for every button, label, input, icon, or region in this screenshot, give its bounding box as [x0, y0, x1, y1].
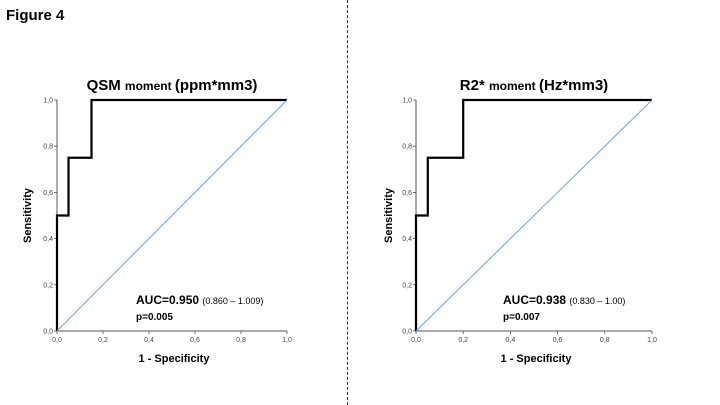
- title-main-text: QSM: [87, 77, 125, 94]
- panel-divider: [347, 0, 348, 405]
- y-tick-label: 1,0: [43, 98, 53, 105]
- y-tick-label: 0,8: [43, 144, 53, 151]
- title-suffix-text: (Hz*mm3): [539, 77, 608, 94]
- reference-diagonal: [415, 99, 653, 332]
- x-axis-title: 1 - Specificity: [501, 353, 573, 365]
- y-tick-label: 0,6: [402, 190, 412, 197]
- x-tick-label: 0,6: [190, 337, 200, 344]
- auc-confidence-interval: (0.830 – 1.00): [569, 296, 625, 306]
- y-tick-label: 0,0: [43, 329, 53, 336]
- chart-title: R2* moment (Hz*mm3): [460, 77, 608, 94]
- roc-chart-r2star: R2* moment (Hz*mm3) 0,0 0,2 0,4 0,6 0,8 1,0 0,0…: [383, 77, 657, 365]
- auc-annotation: AUC=0.938 (0.830 – 1.00): [503, 293, 625, 307]
- auc-value: AUC=0.950: [136, 293, 202, 307]
- x-tick-label: 0,0: [52, 337, 62, 344]
- title-small-text: moment: [489, 79, 539, 93]
- auc-value: AUC=0.938: [503, 293, 569, 307]
- chart-title: QSM moment (ppm*mm3): [87, 77, 258, 94]
- p-value: p=0.005: [136, 312, 173, 323]
- title-suffix-text: (ppm*mm3): [175, 77, 258, 94]
- x-axis-title: 1 - Specificity: [139, 353, 211, 365]
- y-tick-label: 0,4: [402, 236, 412, 243]
- figure-label: Figure 4: [6, 7, 65, 24]
- title-main-text: R2*: [460, 77, 489, 94]
- y-tick-label: 0,2: [43, 282, 53, 289]
- x-tick-label: 0,2: [458, 337, 468, 344]
- p-value: p=0.007: [503, 312, 540, 323]
- auc-annotation: AUC=0.950 (0.860 – 1.009): [136, 293, 263, 307]
- x-tick-label: 0,2: [98, 337, 108, 344]
- y-tick-label: 0,0: [402, 329, 412, 336]
- x-tick-label: 0,4: [144, 337, 154, 344]
- y-tick-label: 0,2: [402, 282, 412, 289]
- title-small-text: moment: [125, 79, 175, 93]
- y-axis-title: Sensitivity: [22, 187, 34, 243]
- x-tick-label: 0,0: [411, 337, 421, 344]
- y-axis-title: Sensitivity: [383, 187, 395, 243]
- y-tick-label: 0,6: [43, 190, 53, 197]
- roc-curve: [55, 98, 287, 331]
- y-tick-label: 1,0: [402, 98, 412, 105]
- reference-diagonal: [56, 99, 288, 332]
- x-tick-label: 1,0: [647, 337, 657, 344]
- y-tick-label: 0,8: [402, 144, 412, 151]
- roc-curve: [414, 98, 652, 331]
- x-tick-label: 0,4: [506, 337, 516, 344]
- roc-chart-qsm: QSM moment (ppm*mm3) 0,0 0,2 0,4 0,6 0,8 1,0 0,…: [22, 77, 292, 365]
- x-tick-label: 0,8: [600, 337, 610, 344]
- x-tick-label: 0,6: [553, 337, 563, 344]
- x-tick-label: 0,8: [236, 337, 246, 344]
- x-tick-label: 1,0: [282, 337, 292, 344]
- auc-confidence-interval: (0.860 – 1.009): [202, 296, 263, 306]
- y-tick-label: 0,4: [43, 236, 53, 243]
